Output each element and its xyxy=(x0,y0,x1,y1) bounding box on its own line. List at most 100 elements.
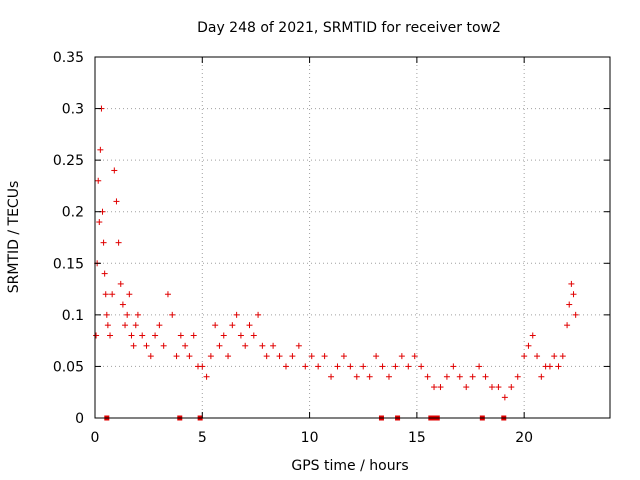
data-point xyxy=(169,311,176,318)
data-point xyxy=(147,353,154,360)
data-point xyxy=(100,239,107,246)
data-point xyxy=(340,353,347,360)
data-point xyxy=(424,373,431,380)
data-point xyxy=(104,322,111,329)
y-tick-label: 0.1 xyxy=(62,308,84,324)
data-point xyxy=(431,384,438,391)
data-point xyxy=(353,373,360,380)
y-tick-label: 0.35 xyxy=(53,50,84,66)
tick-layer xyxy=(94,56,610,419)
data-point xyxy=(521,353,528,360)
data-point xyxy=(551,353,558,360)
data-point xyxy=(237,332,244,339)
data-point xyxy=(199,363,206,370)
y-tick-label: 0.15 xyxy=(53,256,84,272)
data-point xyxy=(568,280,575,287)
data-point xyxy=(246,322,253,329)
data-point xyxy=(366,373,373,380)
data-point xyxy=(379,363,386,370)
data-point xyxy=(132,322,139,329)
data-point xyxy=(289,353,296,360)
data-point xyxy=(360,363,367,370)
chart-title: Day 248 of 2021, SRMTID for receiver tow… xyxy=(197,20,501,36)
data-point xyxy=(143,342,150,349)
data-point xyxy=(182,342,189,349)
data-point xyxy=(128,332,135,339)
data-point xyxy=(263,353,270,360)
data-point xyxy=(113,198,120,205)
data-point xyxy=(139,332,146,339)
data-point xyxy=(225,353,232,360)
y-tick-label: 0.05 xyxy=(53,359,84,375)
data-point xyxy=(469,373,476,380)
data-point xyxy=(97,146,104,153)
data-point xyxy=(328,373,335,380)
data-point xyxy=(255,311,262,318)
data-point xyxy=(216,342,223,349)
data-point xyxy=(495,384,502,391)
data-point xyxy=(529,332,536,339)
data-point xyxy=(508,384,515,391)
plot-frame xyxy=(94,56,611,419)
data-point xyxy=(373,353,380,360)
data-point xyxy=(111,167,118,174)
data-point xyxy=(124,311,131,318)
data-point xyxy=(126,291,133,298)
data-point xyxy=(463,384,470,391)
data-point xyxy=(122,322,129,329)
data-point xyxy=(134,311,141,318)
data-point xyxy=(250,332,257,339)
data-point xyxy=(450,363,457,370)
data-point xyxy=(229,322,236,329)
grid-layer xyxy=(95,57,610,418)
data-point xyxy=(482,373,489,380)
data-point xyxy=(559,353,566,360)
data-point xyxy=(321,353,328,360)
data-point xyxy=(259,342,266,349)
data-point xyxy=(295,342,302,349)
data-point xyxy=(488,384,495,391)
data-point xyxy=(418,363,425,370)
data-point xyxy=(411,353,418,360)
data-point xyxy=(212,322,219,329)
data-point xyxy=(117,280,124,287)
data-point xyxy=(315,363,322,370)
data-point xyxy=(398,353,405,360)
data-point xyxy=(107,332,114,339)
data-point xyxy=(385,373,392,380)
y-tick-label: 0.2 xyxy=(62,205,84,221)
data-point xyxy=(233,311,240,318)
data-point xyxy=(392,363,399,370)
data-point xyxy=(534,353,541,360)
data-point xyxy=(443,373,450,380)
data-point xyxy=(109,291,116,298)
data-point xyxy=(437,384,444,391)
data-point xyxy=(555,363,562,370)
data-point xyxy=(96,219,103,226)
data-point xyxy=(115,239,122,246)
data-point xyxy=(270,342,277,349)
data-point xyxy=(242,342,249,349)
data-point xyxy=(525,342,532,349)
y-axis-label: SRMTID / TECUs xyxy=(6,181,22,294)
x-tick-label: 0 xyxy=(91,430,100,446)
data-point xyxy=(276,353,283,360)
data-point xyxy=(93,332,100,339)
data-point xyxy=(572,311,579,318)
data-point xyxy=(156,322,163,329)
x-tick-label: 10 xyxy=(301,430,319,446)
data-point xyxy=(177,332,184,339)
y-tick-label: 0 xyxy=(75,411,84,427)
data-point xyxy=(566,301,573,308)
data-point xyxy=(501,394,508,401)
data-point xyxy=(207,353,214,360)
data-point xyxy=(102,291,109,298)
data-point xyxy=(101,270,108,277)
x-tick-label: 5 xyxy=(198,430,207,446)
data-point xyxy=(186,353,193,360)
data-point xyxy=(130,342,137,349)
x-tick-label: 20 xyxy=(515,430,533,446)
data-point xyxy=(173,353,180,360)
data-point xyxy=(164,291,171,298)
